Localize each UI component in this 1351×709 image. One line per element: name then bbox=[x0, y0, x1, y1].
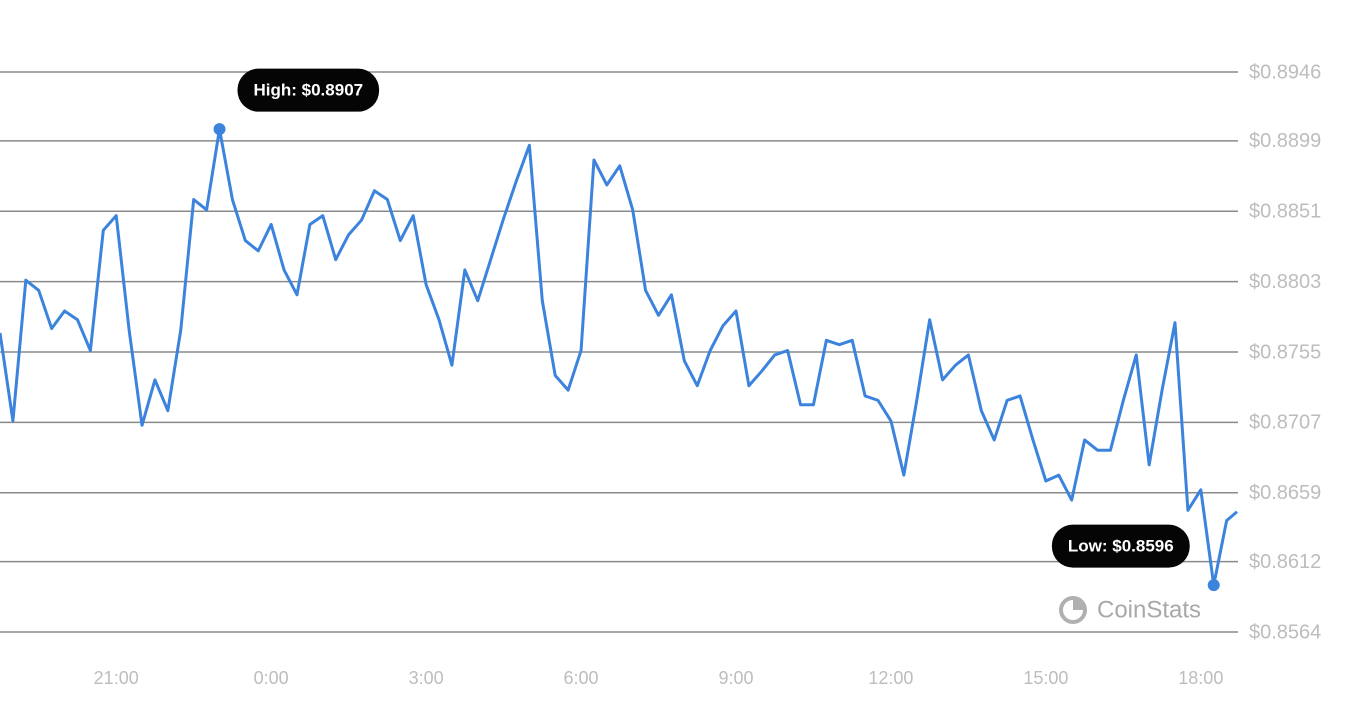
y-tick-label: $0.8946 bbox=[1249, 61, 1321, 83]
y-tick-label: $0.8803 bbox=[1249, 271, 1321, 293]
high-tag: High: $0.8907 bbox=[237, 68, 380, 112]
low-tag-box bbox=[1051, 524, 1190, 568]
plot-area bbox=[0, 123, 1238, 592]
y-tick-label: $0.8851 bbox=[1249, 201, 1321, 223]
y-tick-label: $0.8899 bbox=[1249, 130, 1321, 152]
low-tag-text: Low: $0.8596 bbox=[1068, 537, 1174, 556]
y-tick-label: $0.8612 bbox=[1249, 551, 1321, 573]
x-tick-label: 15:00 bbox=[1023, 668, 1068, 688]
x-tick-label: 3:00 bbox=[409, 668, 444, 688]
high-tag-text: High: $0.8907 bbox=[254, 81, 364, 100]
low-tag: Low: $0.8596 bbox=[1051, 524, 1190, 568]
y-tick-label: $0.8659 bbox=[1249, 482, 1321, 504]
y-tick-label: $0.8707 bbox=[1249, 412, 1321, 434]
y-tick-label: $0.8564 bbox=[1249, 621, 1321, 643]
low-point bbox=[1207, 579, 1220, 592]
high-point bbox=[213, 123, 226, 136]
x-tick-label: 6:00 bbox=[564, 668, 599, 688]
watermark: CoinStats bbox=[1059, 596, 1201, 624]
x-tick-label: 9:00 bbox=[718, 668, 753, 688]
x-tick-label: 12:00 bbox=[868, 668, 913, 688]
x-tick-label: 0:00 bbox=[254, 668, 289, 688]
x-tick-label: 21:00 bbox=[94, 668, 139, 688]
high-tag-box bbox=[237, 68, 380, 112]
price-line bbox=[0, 127, 1238, 587]
y-tick-label: $0.8755 bbox=[1249, 341, 1321, 363]
watermark-logo-slice bbox=[1073, 598, 1085, 610]
watermark-text: CoinStats bbox=[1097, 596, 1201, 623]
x-tick-label: 18:00 bbox=[1178, 668, 1223, 688]
grid: $0.8564 $0.8612 $0.8659 $0.8707 $0.8755 $0.88… bbox=[0, 61, 1321, 688]
